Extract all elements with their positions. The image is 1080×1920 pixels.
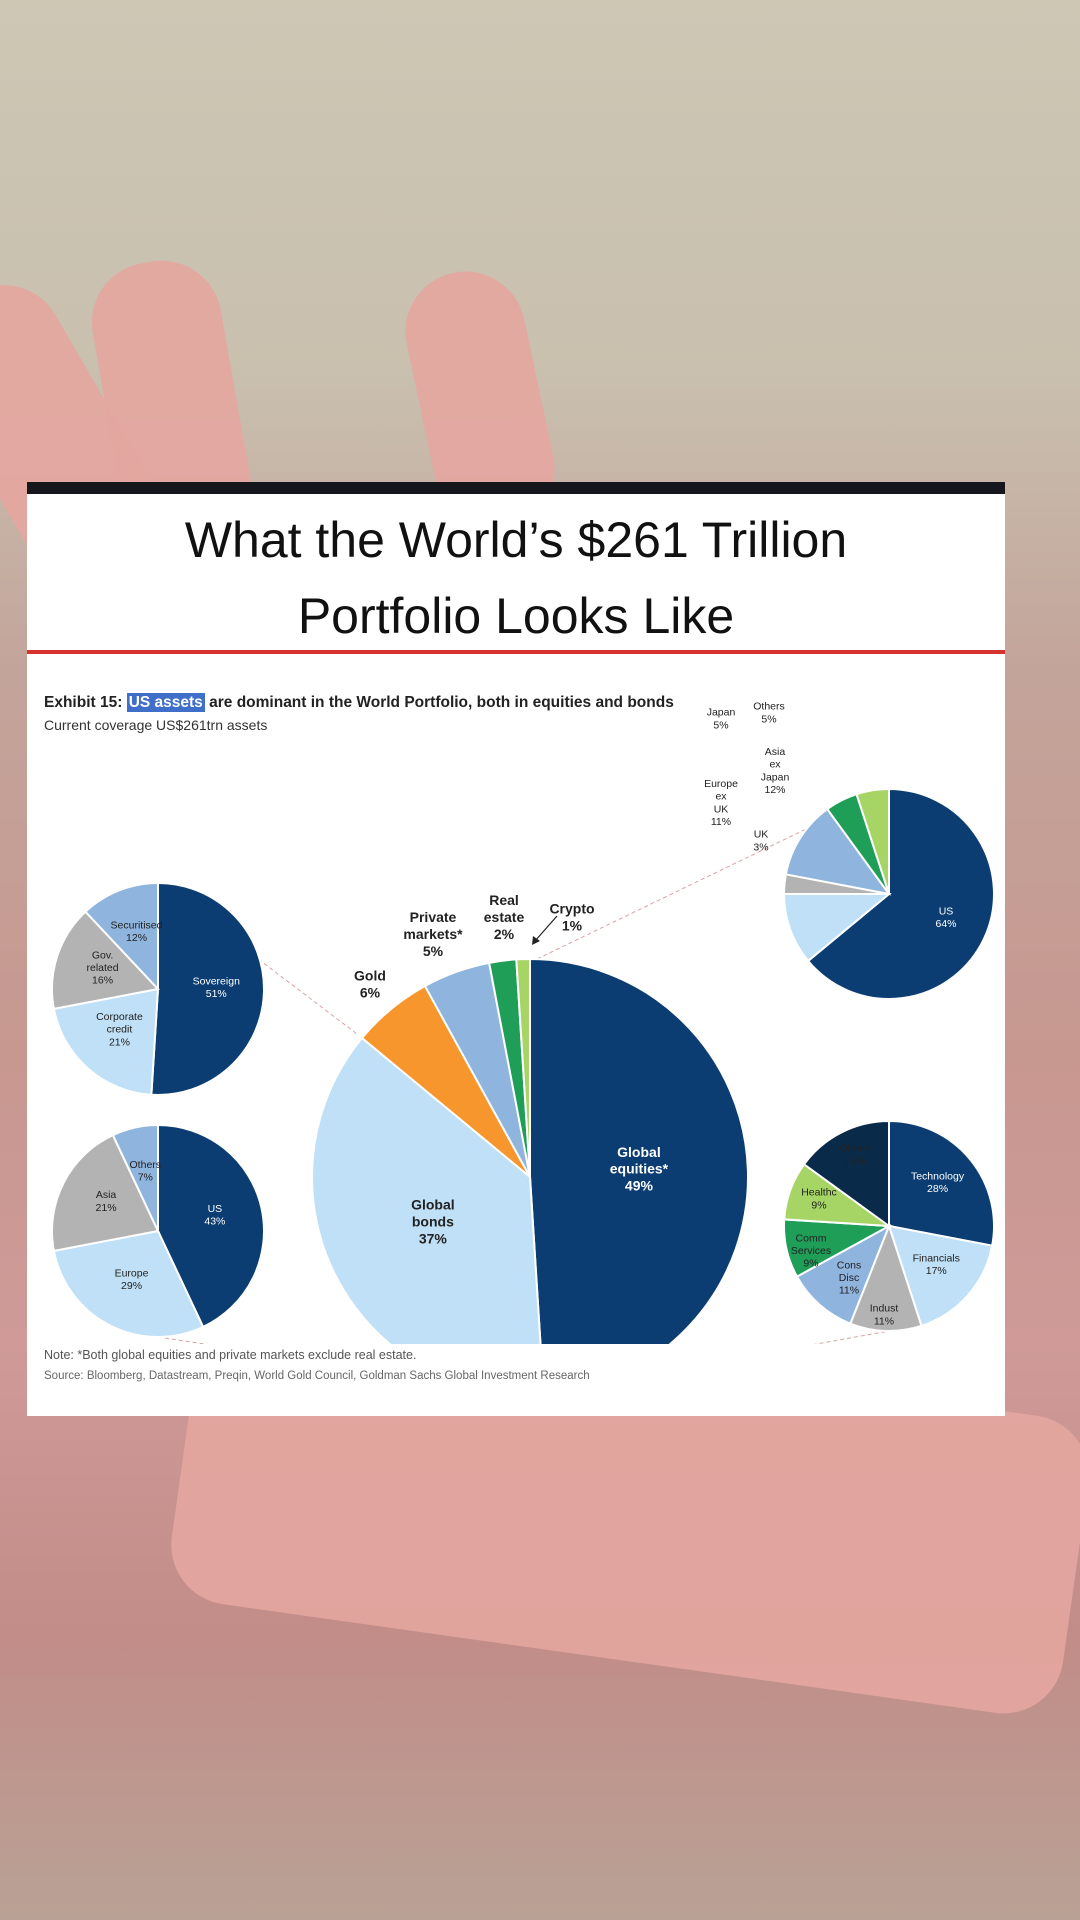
connector-line bbox=[813, 1330, 890, 1344]
equities-sector-slice-technology bbox=[888, 1119, 995, 1247]
chart-note: Note: *Both global equities and private … bbox=[44, 1348, 417, 1362]
chart-source: Source: Bloomberg, Datastream, Preqin, W… bbox=[44, 1370, 590, 1382]
world-label-global-bonds: Global bonds 37% bbox=[411, 1197, 455, 1247]
world-slice-crypto bbox=[515, 957, 531, 1178]
exhibit-label: Exhibit 15: bbox=[44, 694, 123, 711]
bonds-region-label-europe: Europe 29% bbox=[115, 1268, 149, 1293]
bonds-region-label-us: US 43% bbox=[204, 1203, 225, 1228]
title-line-1: What the World’s $261 Trillion bbox=[184, 512, 848, 568]
equities-region-label-japan: Japan 5% bbox=[707, 707, 736, 732]
equities-region-label-others: Others 5% bbox=[753, 701, 785, 726]
bonds-type-label-securitised: Securitised 12% bbox=[111, 919, 163, 944]
bonds-type-slice-sovereign bbox=[150, 881, 265, 1096]
world-label-real-estate: Real estate 2% bbox=[484, 892, 525, 942]
equities-sector-label-cons-disc: Cons Disc 11% bbox=[837, 1259, 862, 1296]
slide-card: What the World’s $261 Trillion Portfolio… bbox=[27, 482, 1005, 1416]
equities-region-slice-others bbox=[855, 787, 890, 895]
equities-sector-label-technology: Technology 28% bbox=[911, 1171, 965, 1196]
title-line-2: Portfolio Looks Like bbox=[297, 588, 735, 644]
equities-sector-label-healthc: Healthc 9% bbox=[801, 1187, 837, 1212]
exhibit-heading: Exhibit 15: US assets are dominant in th… bbox=[44, 693, 674, 712]
equities-sector-label-indust: Indust 11% bbox=[870, 1303, 899, 1328]
equities-region-slice-asia-ex-japan bbox=[784, 807, 892, 896]
crypto-pointer-line bbox=[534, 915, 558, 942]
exhibit-subtitle: Current coverage US$261trn assets bbox=[44, 717, 268, 733]
equities-region-slice-us bbox=[806, 787, 995, 1000]
bonds-type-slice-corporate-credit bbox=[52, 987, 160, 1096]
bonds-region-slice-us bbox=[157, 1123, 265, 1329]
page-title: What the World’s $261 Trillion Portfolio… bbox=[27, 502, 1005, 654]
equities-region-label-asia-ex-japan: Asia ex Japan 12% bbox=[761, 746, 790, 796]
bonds-region-label-asia: Asia 21% bbox=[96, 1189, 117, 1214]
bonds-region-slice-others bbox=[111, 1123, 159, 1232]
bonds-type-label-corporate-credit: Corporate credit 21% bbox=[96, 1011, 143, 1048]
bonds-region-slice-asia bbox=[51, 1133, 160, 1253]
bonds-region-label-others: Others 7% bbox=[130, 1159, 162, 1184]
world-slice-global-equities bbox=[529, 957, 750, 1344]
equities-region-label-europe-ex-uk: Europe ex UK 11% bbox=[704, 778, 738, 828]
world-label-private-markets: Private markets* 5% bbox=[403, 909, 463, 959]
exhibit-highlight: US assets bbox=[126, 693, 205, 712]
equities-region-slice-europe-ex-uk bbox=[782, 893, 892, 963]
equities-sector-slice-others bbox=[802, 1119, 890, 1228]
world-label-crypto: Crypto 1% bbox=[549, 901, 594, 934]
equities-region-label-uk: UK 3% bbox=[753, 829, 768, 854]
title-divider bbox=[27, 650, 1005, 654]
bonds-type-slice-gov-related bbox=[51, 910, 160, 1011]
equities-sector-slice-cons-disc bbox=[795, 1223, 891, 1325]
equities-sector-slice-indust bbox=[849, 1223, 923, 1332]
equities-region-label-us: US 64% bbox=[935, 906, 956, 931]
equities-sector-slice-financials bbox=[887, 1224, 994, 1328]
world-slice-global-bonds bbox=[311, 1036, 542, 1344]
bonds-type-label-gov-related: Gov. related 16% bbox=[86, 949, 118, 986]
crypto-pointer-arrowhead bbox=[532, 936, 540, 945]
pie-charts: Global equities* 49% Global bonds 37% Gold 6% Pr… bbox=[51, 701, 995, 1344]
equities-sector-label-comm-services: Comm Services 9% bbox=[791, 1232, 831, 1269]
card-top-bar bbox=[27, 482, 1005, 494]
equities-sector-label-others: Others 15% bbox=[839, 1143, 871, 1168]
bonds-type-slice-securitised bbox=[84, 881, 159, 992]
chart-area: Exhibit 15: US assets are dominant in th… bbox=[27, 654, 1005, 1414]
world-label-global-equities: Global equities* 49% bbox=[610, 1144, 669, 1194]
equities-sector-label-financials: Financials 17% bbox=[913, 1252, 960, 1277]
world-label-gold: Gold 6% bbox=[354, 968, 386, 1001]
bonds-region-slice-europe bbox=[52, 1229, 205, 1338]
bonds-type-label-sovereign: Sovereign 51% bbox=[193, 976, 240, 1001]
exhibit-rest: are dominant in the World Portfolio, bot… bbox=[204, 694, 674, 711]
